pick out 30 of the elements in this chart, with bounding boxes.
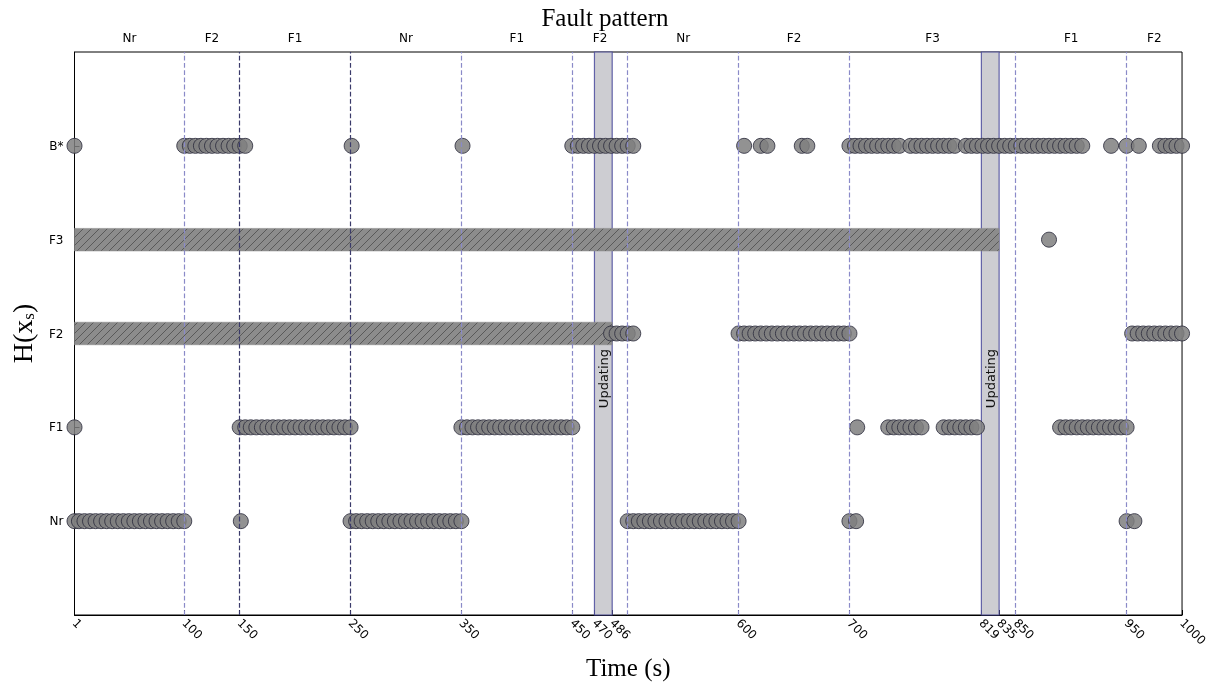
band-label: Updating	[982, 348, 998, 409]
y-tick-label: B*	[49, 138, 64, 153]
text: F1	[1063, 31, 1079, 45]
x-tick-label: 600	[733, 616, 760, 643]
x-tick-label: 450	[567, 616, 594, 643]
y-tick-label: F2	[48, 326, 64, 341]
x-axis-title: Time (s)	[586, 654, 671, 682]
x-tick-label: 250	[345, 616, 372, 643]
text: Nr	[676, 31, 691, 45]
y-tick-label: Nr	[49, 514, 64, 529]
y-axis-title: H(xs)	[6, 303, 38, 364]
text: F3	[925, 31, 940, 45]
x-tick-label: 950	[1121, 616, 1148, 643]
text: F1	[287, 31, 303, 45]
text: F2	[1147, 31, 1162, 45]
y-tick-label: F3	[48, 232, 64, 247]
x-tick-label: 700	[844, 616, 871, 643]
text: Nr	[399, 31, 413, 45]
y-tick-label: F1	[48, 420, 64, 435]
text: F2	[786, 31, 802, 45]
x-tick-label: 350	[456, 616, 483, 643]
text: F2	[592, 31, 608, 45]
x-tick-label: 100	[179, 616, 206, 643]
text: F1	[509, 31, 525, 45]
text: Nr	[122, 31, 137, 45]
chart-title: Fault pattern	[541, 4, 670, 31]
x-tick-label: 150	[234, 616, 261, 643]
band-label: Updating	[595, 348, 611, 409]
text: F2	[204, 31, 220, 45]
x-tick-label: 1	[69, 616, 85, 632]
